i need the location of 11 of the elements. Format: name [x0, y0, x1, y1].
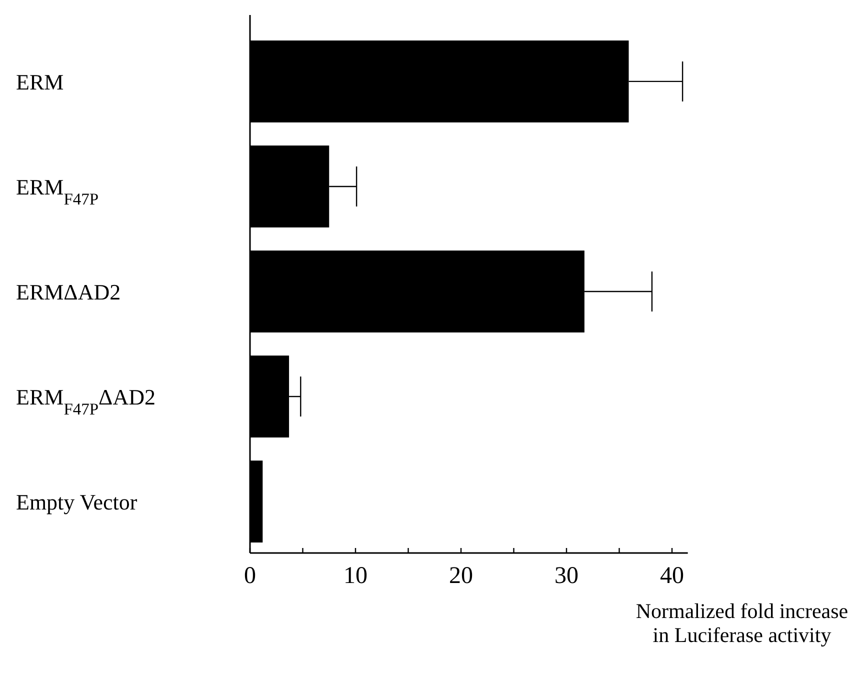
y-tick-label: ERM$_{F47P}$ΔAD2 — [16, 384, 156, 418]
y-tick-label: ERM — [16, 69, 64, 94]
y-tick-label: ERMΔAD2 — [16, 280, 121, 304]
x-tick-label: 20 — [449, 563, 473, 589]
y-tick-label: Empty Vector — [16, 490, 138, 515]
x-tick-label: 40 — [660, 563, 684, 589]
x-tick-label: 0 — [244, 563, 256, 589]
x-tick-label: 30 — [554, 563, 578, 589]
y-tick-label: ERM$_{F47P}$ — [16, 174, 99, 208]
x-axis-title: Normalized fold increase in Luciferase activity — [636, 599, 848, 647]
x-tick-label: 10 — [344, 563, 368, 589]
